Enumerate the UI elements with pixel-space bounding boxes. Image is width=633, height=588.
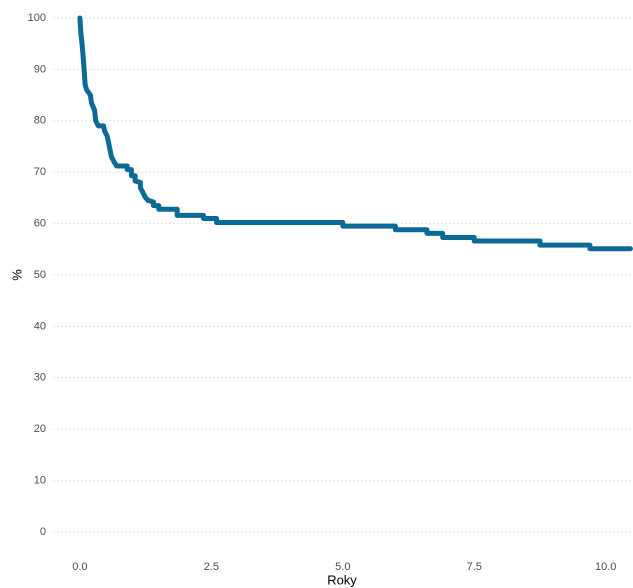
y-tick-label: 30	[34, 372, 46, 384]
survival-line	[77, 15, 633, 252]
x-tick-label: 7.5	[467, 561, 482, 573]
y-tick-label: 50	[34, 269, 46, 281]
y-tick-label: 40	[34, 320, 46, 332]
x-tick-label: 10.0	[595, 561, 616, 573]
x-tick-label: 5.0	[335, 561, 350, 573]
y-tick-label: 100	[28, 12, 46, 24]
x-tick-label: 2.5	[204, 561, 219, 573]
x-axis-title: Roky	[327, 572, 357, 587]
y-tick-label: 10	[34, 474, 46, 486]
x-tick-label: 0.0	[72, 561, 87, 573]
y-tick-label: 60	[34, 217, 46, 229]
y-tick-label: 70	[34, 166, 46, 178]
y-tick-label: 90	[34, 63, 46, 75]
y-tick-label: 20	[34, 423, 46, 435]
y-tick-label: 0	[40, 526, 46, 538]
y-tick-label: 80	[34, 115, 46, 127]
y-axis-title: %	[9, 269, 24, 281]
